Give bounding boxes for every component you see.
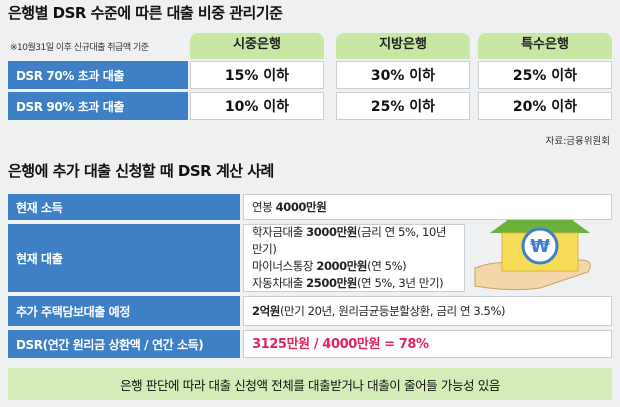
value-line: 2억원(만기 20년, 원리금균등분할상환, 금리 연 3.5%) xyxy=(252,303,603,320)
row-label: 현재 대출 xyxy=(8,224,240,292)
value-line: 자동차대출 2500만원(연 5%, 3년 만기) xyxy=(252,275,456,292)
value-cell: 학자금대출 3000만원(금리 연 5%, 10년 만기) 마이너스통장 2000… xyxy=(243,224,465,292)
value-text: 2억원 xyxy=(252,303,280,318)
value-line: 3125만원 / 4000만원 = 78% xyxy=(252,336,603,353)
value-text: (만기 20년, 원리금균등분할상환, 금리 연 3.5%) xyxy=(279,303,506,318)
value-text: (금리 연 5%, 10년 만기) xyxy=(252,225,447,256)
column-header: 지방은행 xyxy=(336,33,470,59)
table-cell: 10% 이하 xyxy=(190,92,324,120)
value-cell: 연봉 4000만원 xyxy=(243,194,612,220)
note: ※10월31일 이후 신규대출 취급액 기준 xyxy=(10,43,149,53)
value-text: (연 5%, 3년 만기) xyxy=(356,276,444,290)
section-title: 은행별 DSR 수준에 따른 대출 비중 관리기준 xyxy=(8,4,283,22)
value-line: 연봉 4000만원 xyxy=(252,199,603,216)
table-cell: 25% 이하 xyxy=(336,92,470,120)
value-text: 마이너스통장 xyxy=(252,259,317,273)
row-label: DSR(연간 원리금 상환액 / 연간 소득) xyxy=(8,330,240,358)
row-label: DSR 70% 초과 대출 xyxy=(8,61,188,89)
row-label: 현재 소득 xyxy=(8,194,240,220)
value-text: 3125만원 / 4000만원 = 78% xyxy=(252,336,429,352)
table-cell: 15% 이하 xyxy=(190,61,324,89)
value-text: 4000만원 xyxy=(275,199,327,214)
value-line: 학자금대출 3000만원(금리 연 5%, 10년 만기) xyxy=(252,224,456,258)
value-cell: 2억원(만기 20년, 원리금균등분할상환, 금리 연 3.5%) xyxy=(243,296,612,326)
column-header: 시중은행 xyxy=(190,33,324,59)
source: 자료:금융위원회 xyxy=(545,136,610,147)
value-cell: 3125만원 / 4000만원 = 78% xyxy=(243,330,612,358)
value-text: 2500만원 xyxy=(306,276,357,290)
section-title: 은행에 추가 대출 신청할 때 DSR 계산 사례 xyxy=(8,162,274,180)
value-text: 연봉 xyxy=(252,199,276,214)
value-text: 자동차대출 xyxy=(252,276,307,290)
column-header: 특수은행 xyxy=(478,33,612,59)
won-symbol: ₩ xyxy=(530,236,550,257)
footer-note: 은행 판단에 따라 대출 신청액 전체를 대출받거나 대출이 줄어들 가능성 있… xyxy=(8,368,612,400)
table-cell: 20% 이하 xyxy=(478,92,612,120)
row-label: DSR 90% 초과 대출 xyxy=(8,92,188,120)
value-text: 2000만원 xyxy=(316,259,368,273)
table-cell: 25% 이하 xyxy=(478,61,612,89)
table-cell: 30% 이하 xyxy=(336,61,470,89)
value-text: 학자금대출 xyxy=(252,225,307,239)
value-line: 마이너스통장 2000만원(연 5%) xyxy=(252,258,456,275)
row-label: 추가 주택담보대출 예정 xyxy=(8,296,240,326)
value-text: 3000만원 xyxy=(306,225,357,239)
value-text: (연 5%) xyxy=(367,259,407,273)
